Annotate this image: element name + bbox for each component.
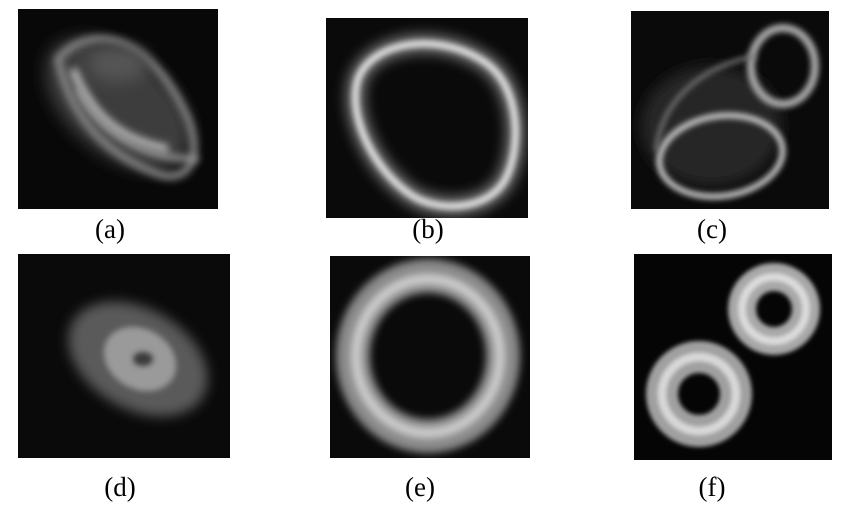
caption-a: (a): [95, 214, 125, 244]
caption-b: (b): [412, 214, 444, 244]
micrograph-b: [326, 18, 528, 218]
caption-d: (d): [104, 472, 136, 502]
micrograph-c: [631, 11, 829, 209]
caption-c: (c): [697, 214, 727, 244]
caption-f: (f): [698, 472, 726, 502]
micrograph-d: [18, 254, 230, 458]
micrograph-e: [330, 256, 530, 458]
micrograph-f: [634, 254, 832, 460]
micrograph-a: [18, 9, 218, 209]
caption-e: (e): [405, 472, 435, 502]
